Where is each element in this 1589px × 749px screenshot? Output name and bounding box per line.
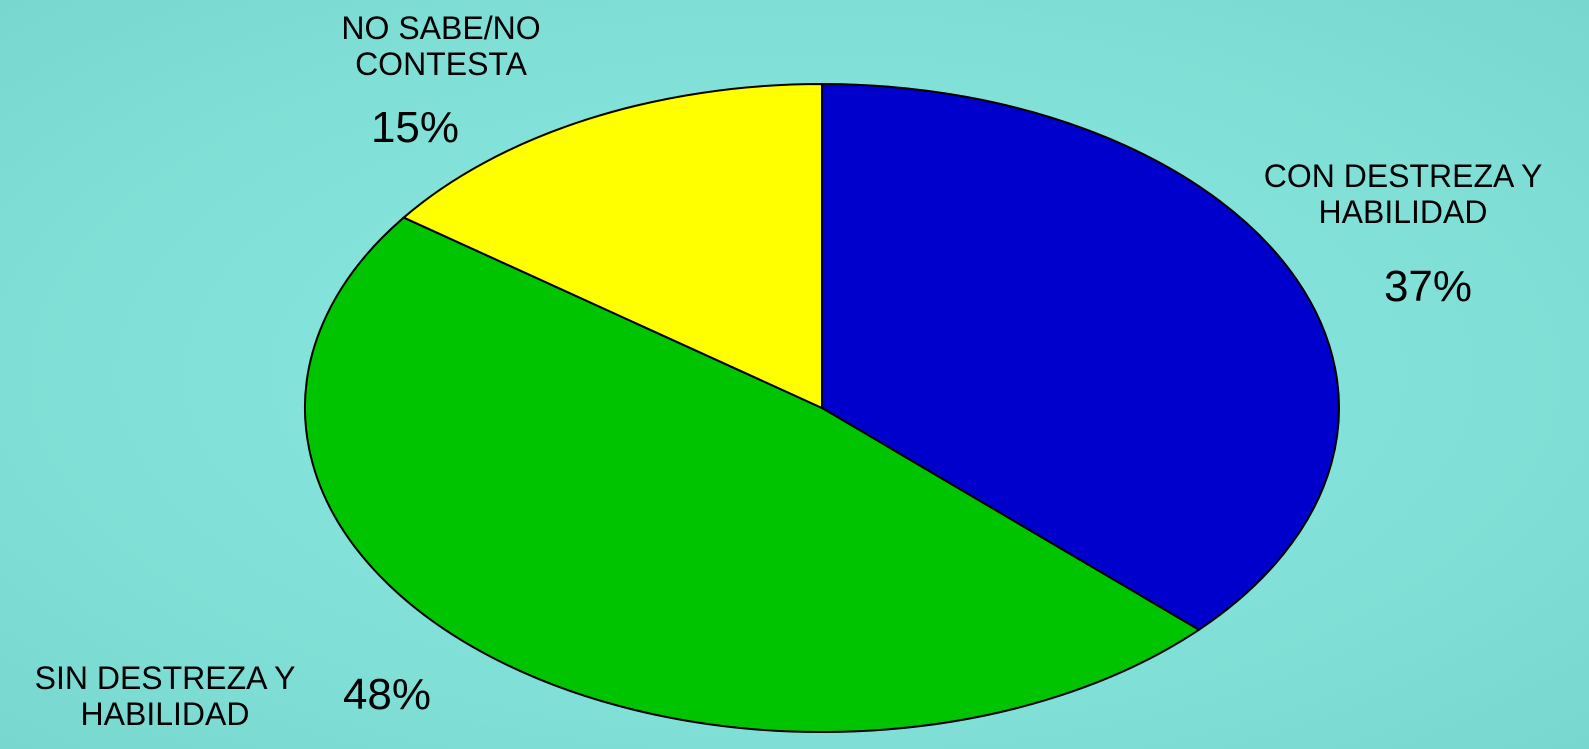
category-label: NO SABE/NO CONTESTA — [341, 10, 541, 82]
category-label: SIN DESTREZA Y HABILIDAD — [34, 660, 296, 732]
category-label: CON DESTREZA Y HABILIDAD — [1263, 158, 1543, 230]
pie-slice — [304, 216, 1201, 733]
pie-slice — [401, 82, 823, 410]
value-label: 37% — [1383, 262, 1473, 311]
value-label: 48% — [342, 670, 432, 719]
pie-slice — [821, 82, 1340, 631]
value-label: 15% — [370, 103, 460, 152]
